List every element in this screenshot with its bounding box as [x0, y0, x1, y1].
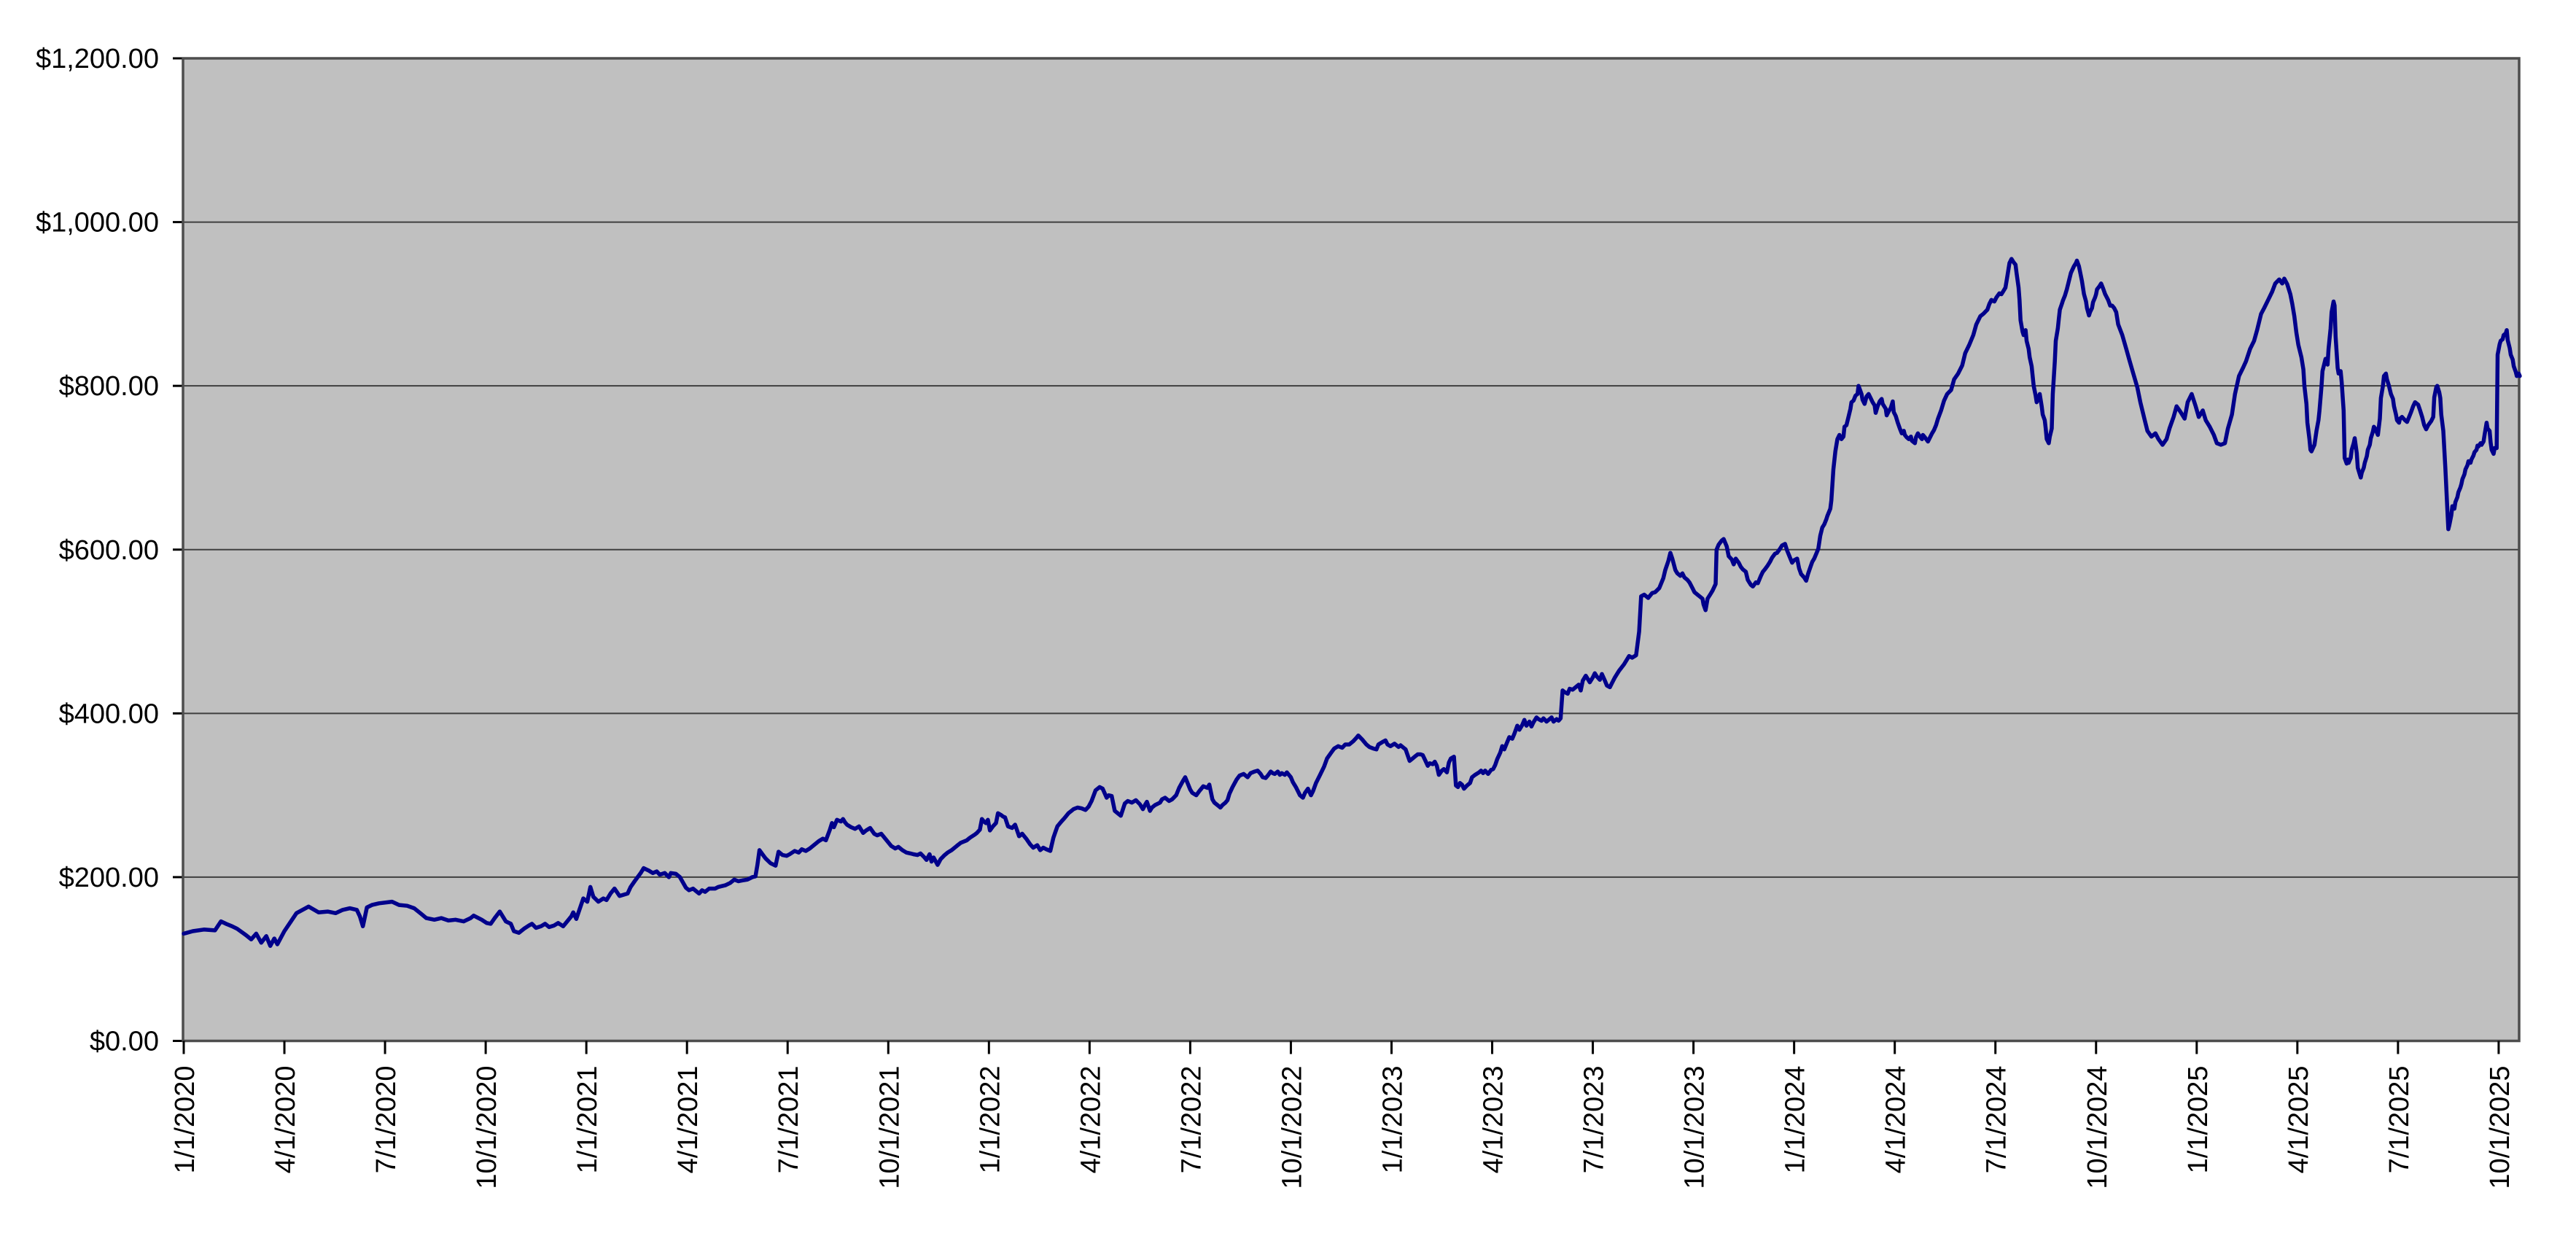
x-axis-label: 4/1/2025 — [2284, 1066, 2314, 1174]
y-axis-label: $400.00 — [59, 699, 159, 729]
y-axis-label: $800.00 — [59, 371, 159, 402]
x-axis-label: 7/1/2023 — [1579, 1066, 1610, 1174]
y-axis-label: $0.00 — [90, 1027, 159, 1057]
x-axis-label: 10/1/2021 — [874, 1066, 905, 1189]
x-axis-label: 10/1/2022 — [1277, 1066, 1307, 1189]
x-axis-label: 7/1/2020 — [371, 1066, 402, 1174]
x-axis-label: 4/1/2023 — [1479, 1066, 1509, 1174]
price-line — [182, 257, 2522, 948]
x-axis-label: 4/1/2024 — [1881, 1066, 1912, 1174]
x-axis-label: 4/1/2020 — [271, 1066, 301, 1174]
x-axis-label: 7/1/2022 — [1176, 1066, 1207, 1174]
x-axis-label: 7/1/2021 — [774, 1066, 804, 1174]
x-axis-label: 4/1/2022 — [1075, 1066, 1106, 1174]
y-axis-label: $200.00 — [59, 863, 159, 893]
x-axis-label: 1/1/2025 — [2183, 1066, 2214, 1174]
x-axis-label: 10/1/2025 — [2485, 1066, 2515, 1189]
x-axis-label: 4/1/2021 — [673, 1066, 704, 1174]
x-axis-label: 10/1/2023 — [1680, 1066, 1711, 1189]
plot-border — [182, 57, 2521, 1043]
x-axis-label: 1/1/2023 — [1377, 1066, 1408, 1174]
x-axis-label: 1/1/2020 — [170, 1066, 201, 1174]
x-axis-label: 1/1/2021 — [572, 1066, 603, 1174]
x-axis-label: 7/1/2024 — [1982, 1066, 2012, 1174]
x-axis-label: 1/1/2024 — [1781, 1066, 1811, 1174]
y-axis-label: $1,200.00 — [36, 44, 159, 74]
x-axis-label: 1/1/2022 — [975, 1066, 1005, 1174]
x-axis-label: 7/1/2025 — [2384, 1066, 2415, 1174]
y-axis-label: $600.00 — [59, 535, 159, 566]
x-axis-label: 10/1/2024 — [2082, 1066, 2113, 1189]
y-axis-label: $1,000.00 — [36, 208, 159, 238]
x-axis-label: 10/1/2020 — [472, 1066, 502, 1189]
